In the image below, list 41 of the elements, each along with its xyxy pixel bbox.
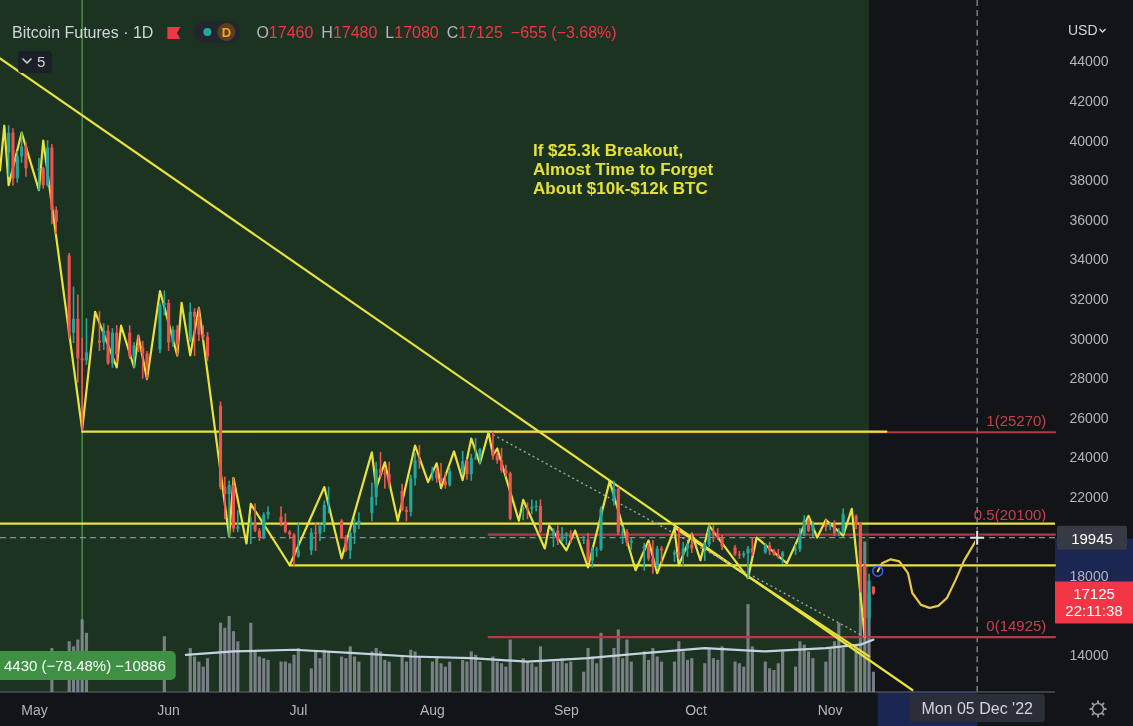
y-axis-title: USD	[1068, 22, 1098, 38]
annotation: C17125	[446, 24, 503, 41]
annotation: O17460	[256, 24, 314, 41]
y-tick-label: 40000	[1069, 132, 1109, 149]
annotation: 0(14925)	[986, 617, 1047, 635]
annotation: L17080	[385, 24, 439, 41]
y-tick-label: 44000	[1069, 53, 1109, 70]
y-tick-label: 30000	[1069, 330, 1109, 347]
annotation: Almost Time to Forget	[533, 160, 714, 179]
y-tick-label: 26000	[1069, 409, 1109, 426]
annotation: 4430 (−78.48%) −10886	[4, 657, 166, 674]
annotation: If $25.3k Breakout,	[533, 141, 684, 160]
x-tick-label: Oct	[685, 702, 708, 718]
y-tick-label: 22000	[1069, 488, 1109, 505]
y-tick-label: 42000	[1069, 92, 1109, 109]
annotation: 5	[37, 53, 46, 70]
annotation: H17480	[321, 24, 378, 41]
y-tick-label: 38000	[1069, 172, 1109, 189]
annotation: About $10k-$12k BTC	[533, 179, 708, 198]
y-tick-label: 18000	[1069, 568, 1109, 585]
x-tick-label: Nov	[817, 702, 843, 718]
y-tick-label: 32000	[1069, 290, 1109, 307]
text: Bitcoin Futures · 1D	[12, 24, 154, 41]
y-tick-label: 28000	[1069, 370, 1109, 387]
y-tick-label: 34000	[1069, 251, 1109, 268]
annotation: −655 (−3.68%)	[510, 24, 617, 41]
x-tick-label: Jul	[289, 702, 308, 718]
ref-line-label: 19945	[1071, 529, 1113, 547]
text: 17125	[1073, 585, 1115, 603]
y-tick-label: 36000	[1069, 211, 1109, 228]
annotation: 0.5(20100)	[973, 505, 1047, 523]
x-tick-label: Jun	[157, 702, 180, 718]
text: 22:11:38	[1065, 602, 1123, 620]
ref-line-label: Mon 05 Dec '22	[921, 700, 1034, 717]
annotation: D	[221, 25, 232, 40]
y-tick-label: 24000	[1069, 449, 1109, 466]
x-tick-label: May	[21, 702, 48, 718]
x-tick-label: Aug	[419, 702, 445, 718]
annotation: 1(25270)	[986, 412, 1047, 430]
y-tick-label: 14000	[1069, 647, 1109, 664]
x-tick-label: Sep	[553, 702, 580, 718]
